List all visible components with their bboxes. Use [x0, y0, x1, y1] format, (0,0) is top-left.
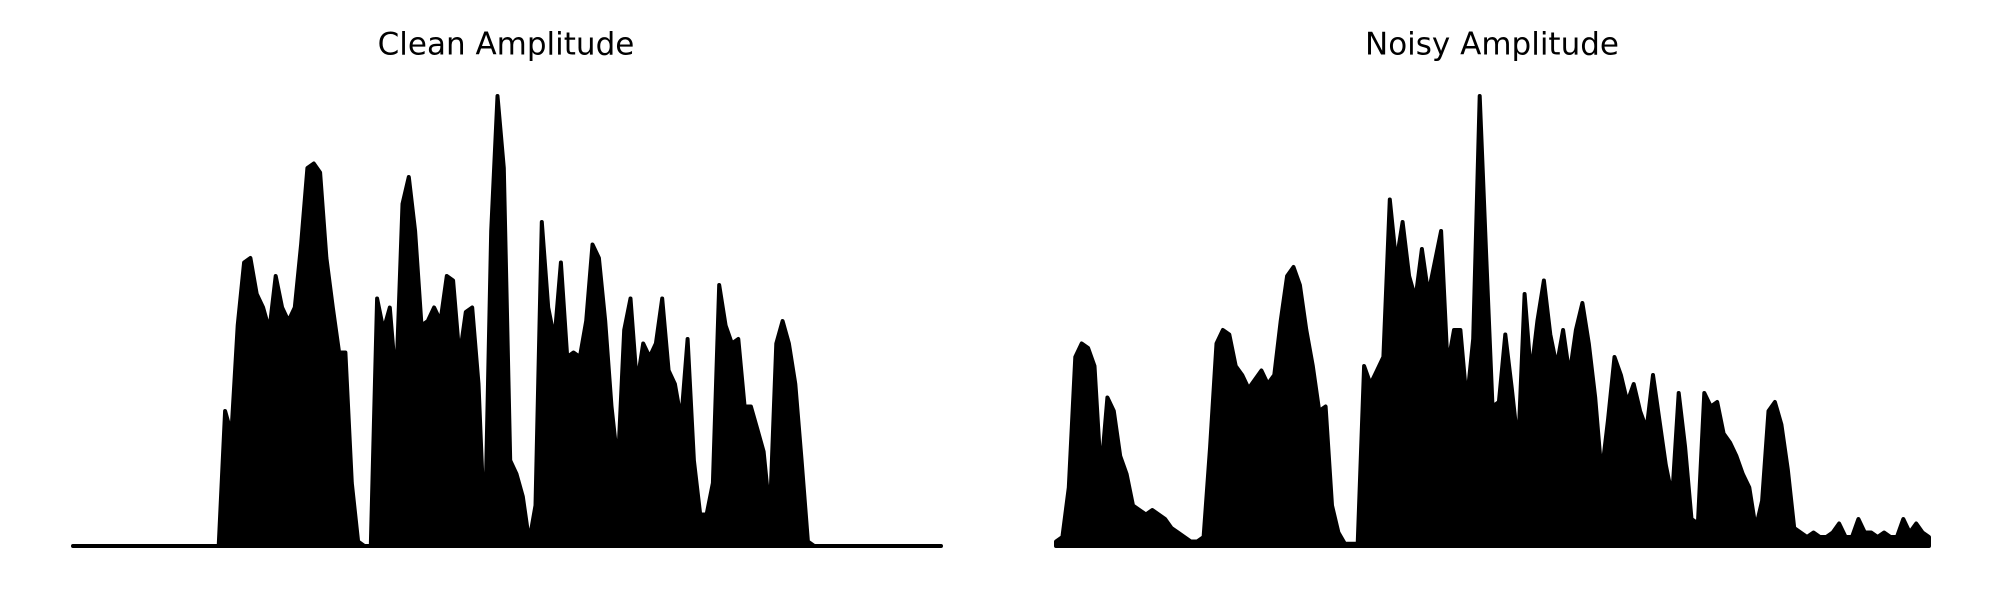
- amplitude-envelope: [71, 94, 943, 548]
- amplitude-envelope: [1054, 94, 1931, 548]
- chart-title: Clean Amplitude: [378, 27, 635, 63]
- chart-title: Noisy Amplitude: [1365, 27, 1619, 63]
